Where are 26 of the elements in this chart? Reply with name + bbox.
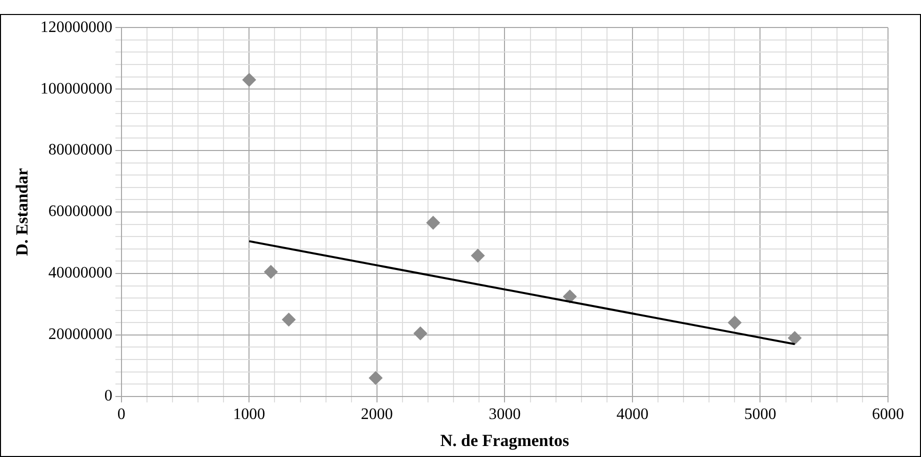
point	[264, 264, 278, 279]
point	[426, 216, 440, 230]
point	[368, 370, 383, 385]
x-tick-label: 4000	[616, 406, 648, 424]
x-tick-label: 5000	[744, 406, 776, 424]
point	[788, 331, 802, 346]
x-tick-label: 1000	[233, 406, 266, 424]
point	[562, 290, 577, 304]
y-tick-label: 40000000	[48, 264, 112, 282]
y-tick-label: 60000000	[48, 203, 112, 220]
x-tick-label: 0	[117, 406, 126, 424]
point	[282, 312, 296, 327]
y-tick-label: 100000000	[40, 80, 112, 98]
y-tick-label: 80000000	[48, 142, 112, 159]
y-axis-title: D. Estandar	[12, 168, 32, 256]
point	[470, 248, 485, 263]
x-axis-title: N. de Fragmentos	[440, 431, 570, 450]
y-tick-label: 20000000	[48, 326, 112, 344]
x-tick-label: 3000	[488, 406, 521, 424]
point	[413, 326, 428, 340]
x-tick-label: 2000	[360, 406, 393, 424]
y-tick-label: 0	[104, 388, 112, 405]
point	[728, 316, 742, 330]
point	[242, 72, 256, 87]
y-tick-label: 120000000	[40, 18, 112, 36]
x-tick-label: 6000	[872, 406, 904, 424]
